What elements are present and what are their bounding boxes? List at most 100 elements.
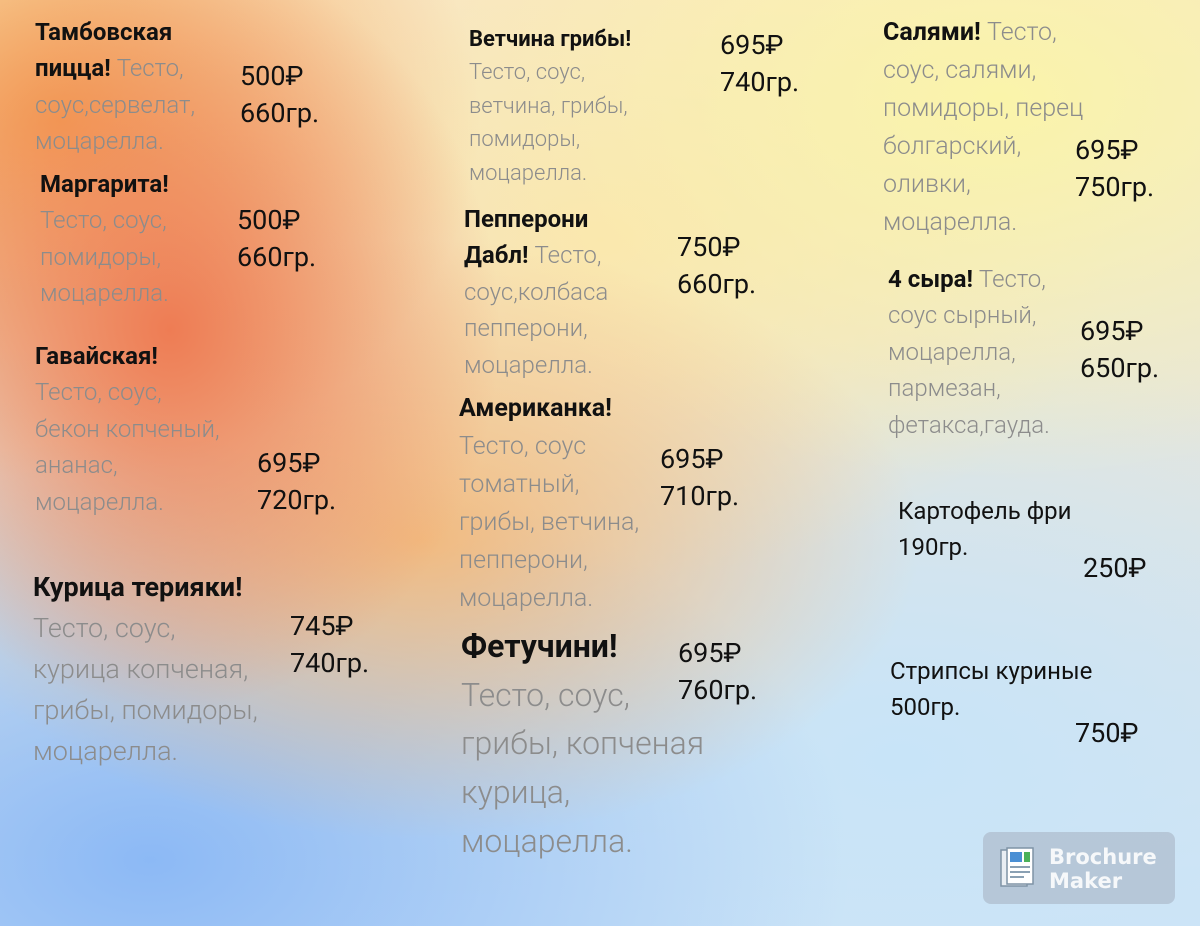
weight: 660гр.	[237, 241, 317, 273]
price: 500₽	[237, 204, 301, 236]
price: 695₽	[1075, 134, 1139, 166]
item-weight: 500гр.	[890, 693, 961, 722]
brochure-maker-badge: Brochure Maker	[983, 832, 1175, 904]
item-description: Тесто, соус,	[461, 675, 630, 714]
price: 695₽	[1080, 315, 1144, 347]
item-name: пицца!	[35, 54, 111, 83]
weight: 650гр.	[1080, 352, 1160, 384]
item-description: моцарелла.	[459, 584, 594, 613]
item-description: болгарский,	[883, 132, 1022, 161]
weight: 660гр.	[677, 268, 757, 300]
item-price: 500₽ 660гр.	[237, 202, 316, 276]
item-name: Маргарита!	[40, 170, 169, 198]
item-description: томатный,	[459, 470, 580, 499]
item-description: моцарелла.	[40, 279, 169, 308]
item-description: грибы, помидоры,	[33, 694, 258, 727]
menu-item: Гавайская! Тесто, соус, бекон копченый, ана…	[35, 338, 220, 520]
item-name: Курица терияки!	[33, 571, 243, 603]
item-description: курица,	[461, 772, 571, 811]
item-description: моцарелла.	[469, 160, 588, 186]
price: 500₽	[240, 60, 304, 92]
badge-line: Brochure	[1049, 845, 1157, 869]
price: 695₽	[257, 447, 321, 479]
item-description: моцарелла.	[883, 208, 1018, 237]
item-description: грибы, копченая	[461, 724, 705, 763]
item-price: 695₽ 650гр.	[1080, 313, 1159, 387]
item-name: Американка!	[459, 394, 612, 423]
item-name: Салями!	[883, 18, 981, 47]
price: 695₽	[678, 637, 742, 669]
item-description: Тесто,	[978, 265, 1046, 293]
item-description: моцарелла,	[888, 337, 1016, 366]
item-name: Пепперони	[464, 205, 589, 233]
item-description: моцарелла.	[464, 350, 593, 379]
weight: 740гр.	[720, 66, 800, 98]
menu-item: Салями! Тесто, соус, салями, помидоры, пер…	[883, 14, 1083, 242]
weight: 720гр.	[257, 484, 337, 516]
badge-text: Brochure Maker	[1049, 845, 1157, 893]
menu-item: Стрипсы куриные 500гр.	[890, 653, 1092, 726]
item-name: Дабл!	[464, 241, 529, 270]
badge-line: Maker	[1049, 869, 1123, 893]
item-name: Гавайская!	[35, 342, 158, 370]
item-price: 500₽ 660гр.	[240, 58, 319, 132]
item-description: помидоры,	[469, 127, 581, 153]
item-description: помидоры,	[40, 242, 162, 271]
item-description: соус, салями,	[883, 56, 1037, 85]
item-description: моцарелла.	[33, 735, 179, 768]
item-name: Ветчина грибы!	[469, 27, 632, 52]
item-price: 250₽	[1083, 550, 1146, 587]
menu-item: Курица терияки! Тесто, соус, курица копчен…	[33, 567, 258, 772]
item-price: 750₽	[1075, 715, 1138, 752]
item-description: Тесто,	[987, 18, 1057, 47]
item-description: Тесто,	[534, 241, 602, 270]
item-description: моцарелла.	[461, 821, 633, 860]
badge-icon	[1000, 847, 1034, 887]
item-name: Картофель фри	[898, 497, 1072, 525]
item-description: ветчина, грибы,	[469, 93, 628, 119]
item-description: соус сырный,	[888, 301, 1037, 330]
item-description: бекон копченый,	[35, 414, 220, 443]
menu-item: Пепперони Дабл! Тесто, соус,колбаса пепперо…	[464, 201, 608, 383]
item-description: пепперони,	[459, 546, 588, 575]
item-description: грибы, ветчина,	[459, 508, 640, 537]
menu-item: 4 сыра! Тесто, соус сырный, моцарелла, парм…	[888, 261, 1050, 443]
price: 250₽	[1083, 552, 1147, 584]
item-description: соус,колбаса	[464, 277, 609, 306]
item-price: 695₽ 720гр.	[257, 445, 336, 519]
item-description: помидоры, перец	[883, 94, 1084, 123]
item-description: оливки,	[883, 170, 971, 199]
item-weight: 190гр.	[898, 533, 969, 562]
menu-item: Маргарита! Тесто, соус, помидоры, моцарелла…	[40, 166, 169, 312]
item-description: фетакса,гауда.	[888, 410, 1050, 439]
weight: 710гр.	[660, 480, 740, 512]
item-description: пармезан,	[888, 374, 1001, 403]
item-description: Тесто, соус	[459, 432, 587, 461]
item-price: 695₽ 750гр.	[1075, 132, 1154, 206]
item-price: 745₽ 740гр.	[290, 608, 369, 682]
item-description: моцарелла.	[35, 487, 164, 516]
weight: 660гр.	[240, 97, 320, 129]
item-description: Тесто, соус,	[40, 206, 167, 235]
item-description: Тесто, соус,	[469, 60, 586, 86]
item-name: Стрипсы куриные	[890, 657, 1093, 685]
item-price: 695₽ 740гр.	[720, 27, 799, 101]
item-name: 4 сыра!	[888, 265, 973, 293]
item-description: пепперони,	[464, 314, 588, 343]
item-price: 695₽ 710гр.	[660, 441, 739, 515]
menu-item: Ветчина грибы! Тесто, соус, ветчина, грибы…	[469, 23, 631, 190]
price: 750₽	[677, 231, 741, 263]
item-price: 695₽ 760гр.	[678, 635, 757, 709]
item-description: Тесто, соус,	[35, 378, 162, 407]
item-description: Тесто, соус,	[33, 612, 176, 645]
menu-item: Тамбовская пицца! Тесто, соус,сервелат, моц…	[35, 14, 195, 160]
price: 745₽	[290, 610, 354, 642]
item-name: Фетучини!	[461, 627, 618, 665]
item-name: Тамбовская	[35, 18, 173, 46]
item-description: Тесто,	[116, 54, 184, 83]
price: 750₽	[1075, 717, 1139, 749]
weight: 750гр.	[1075, 171, 1155, 203]
item-description: соус,сервелат,	[35, 90, 196, 119]
item-description: моцарелла.	[35, 127, 164, 156]
